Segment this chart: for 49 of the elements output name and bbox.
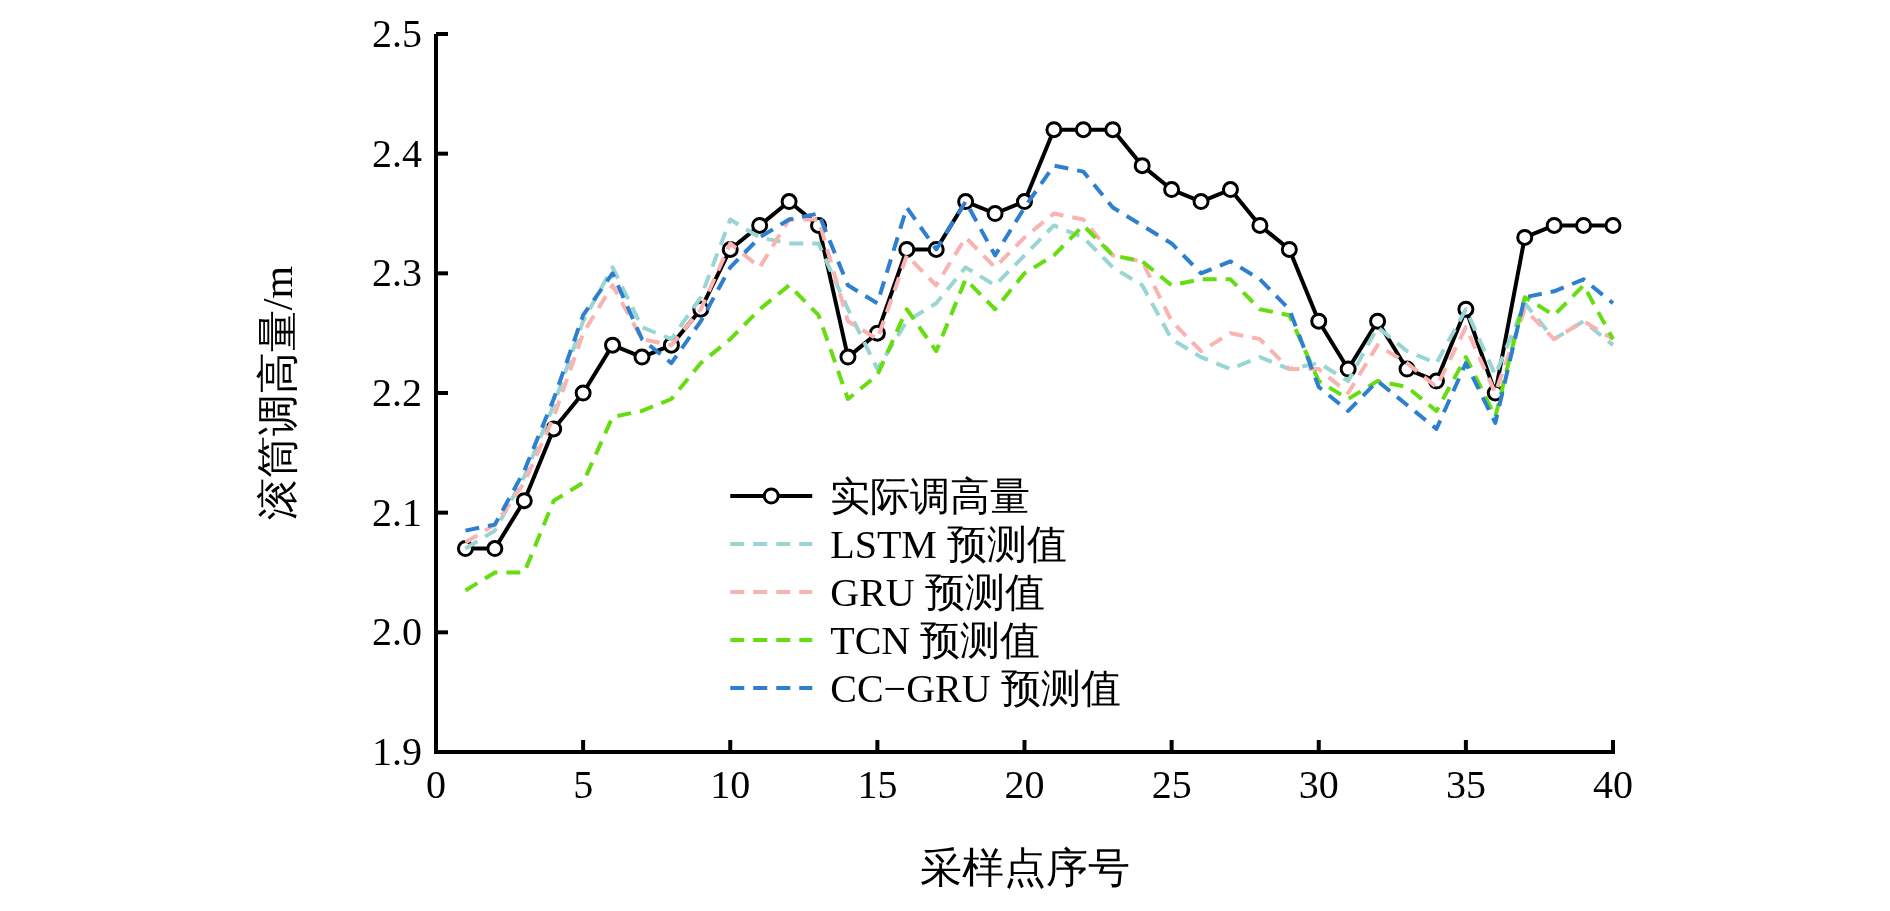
y-tick-label: 2.3 bbox=[372, 250, 422, 296]
point bbox=[1545, 216, 1563, 234]
point bbox=[1251, 216, 1269, 234]
x-tick-label: 20 bbox=[1004, 762, 1045, 807]
point bbox=[780, 193, 798, 211]
point bbox=[633, 348, 651, 366]
x-tick-label: 10 bbox=[710, 762, 751, 807]
point bbox=[1280, 240, 1298, 258]
x-tick-label: 0 bbox=[426, 762, 446, 807]
y-axis-title: 滚筒调高量/m bbox=[255, 265, 301, 521]
y-tick-label: 2.0 bbox=[372, 609, 422, 655]
point bbox=[1045, 121, 1063, 139]
x-tick-label: 15 bbox=[857, 762, 898, 807]
point bbox=[1369, 312, 1387, 330]
point bbox=[1221, 181, 1239, 199]
legend-label: GRU 预测值 bbox=[830, 570, 1045, 615]
y-tick-label: 2.1 bbox=[372, 489, 422, 535]
legend-label: TCN 预测值 bbox=[830, 618, 1041, 663]
point bbox=[839, 348, 857, 366]
x-tick-label: 25 bbox=[1151, 762, 1192, 807]
legend-label: CC−GRU 预测值 bbox=[830, 666, 1121, 711]
point bbox=[1310, 312, 1328, 330]
point bbox=[515, 492, 533, 510]
point bbox=[1133, 157, 1151, 175]
point bbox=[751, 216, 769, 234]
point bbox=[1339, 360, 1357, 378]
y-tick-label: 2.2 bbox=[372, 370, 422, 415]
y-tick-label: 2.4 bbox=[372, 130, 422, 176]
x-tick-label: 35 bbox=[1445, 762, 1486, 807]
point bbox=[1516, 228, 1534, 246]
x-tick-label: 40 bbox=[1593, 762, 1633, 807]
x-tick-label: 5 bbox=[573, 762, 594, 807]
point bbox=[1163, 181, 1181, 199]
y-tick-label: 2.5 bbox=[372, 11, 422, 56]
point bbox=[574, 384, 592, 402]
point bbox=[1192, 193, 1210, 211]
point bbox=[986, 205, 1004, 222]
point bbox=[1074, 121, 1092, 139]
legend-label: 实际调高量 bbox=[830, 474, 1031, 519]
point bbox=[1575, 216, 1593, 234]
point bbox=[898, 240, 916, 258]
y-tick-label: 1.9 bbox=[372, 729, 422, 774]
point bbox=[604, 336, 622, 354]
x-axis-title: 采样点序号 bbox=[919, 845, 1130, 891]
point bbox=[1104, 121, 1122, 139]
legend-label: LSTM 预测值 bbox=[830, 522, 1067, 567]
point bbox=[486, 540, 504, 558]
point bbox=[1604, 216, 1622, 234]
x-tick-label: 30 bbox=[1298, 762, 1339, 807]
